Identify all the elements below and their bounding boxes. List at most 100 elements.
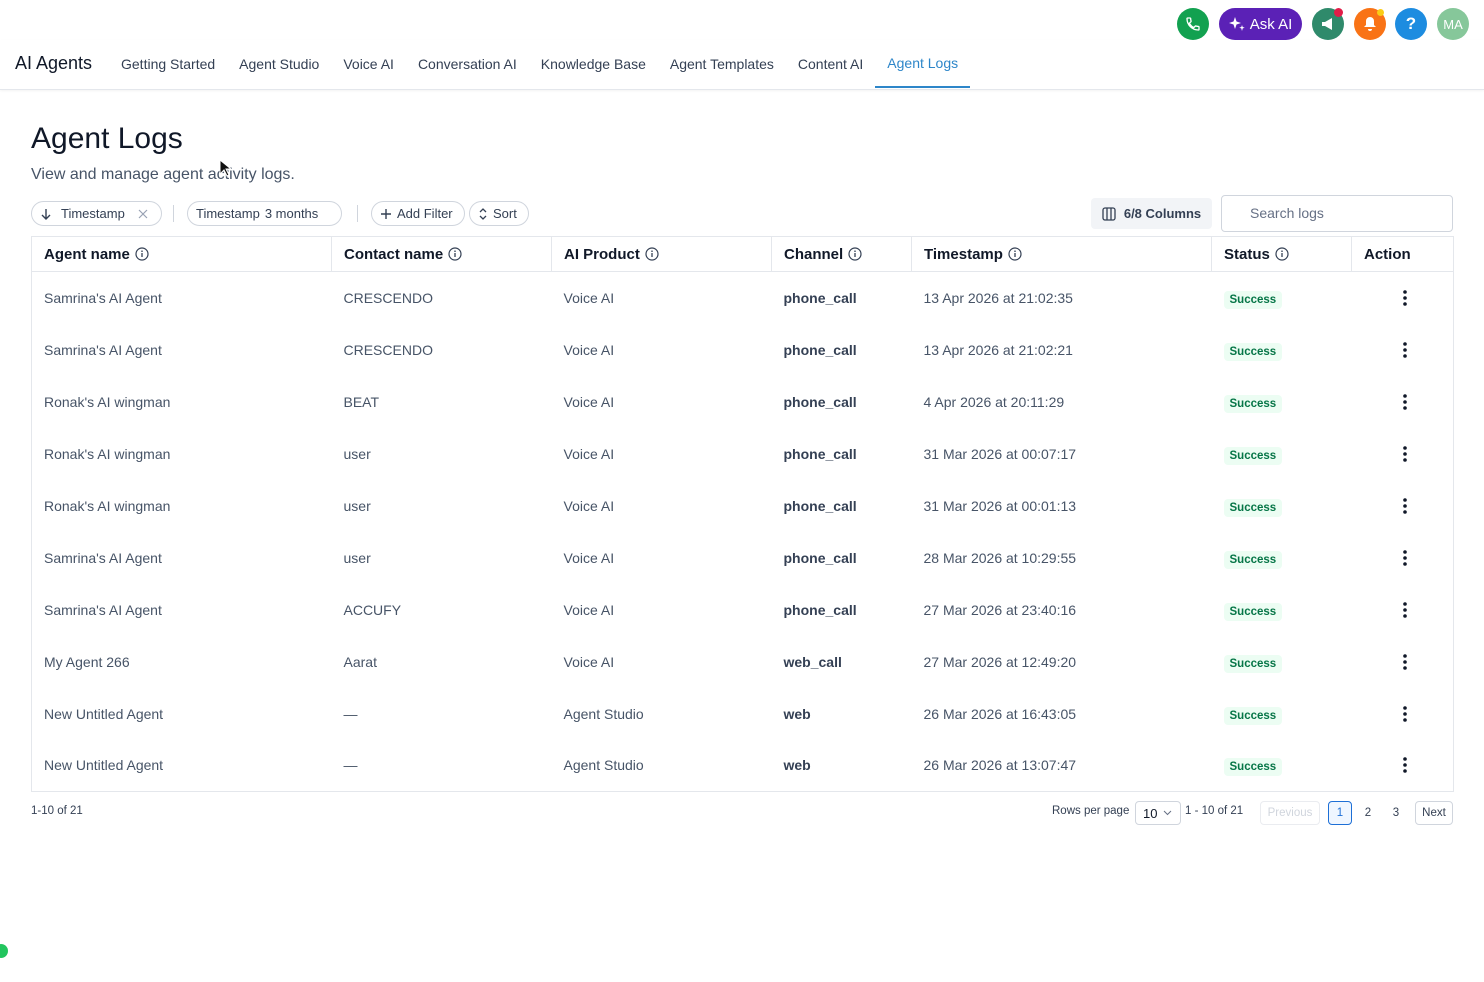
- table-row[interactable]: Ronak's AI wingman user Voice AI phone_call…: [32, 480, 1454, 532]
- table-cell: Success: [1212, 376, 1352, 428]
- table-cell: ACCUFY: [332, 584, 552, 636]
- status-badge: Success: [1223, 290, 1283, 309]
- table-cell: Voice AI: [552, 428, 772, 480]
- nav-tab[interactable]: Agent Studio: [239, 56, 320, 72]
- nav-tab[interactable]: Voice AI: [343, 56, 394, 72]
- arrow-down-icon: [41, 208, 51, 220]
- sort-chip[interactable]: Timestamp: [31, 201, 162, 226]
- nav-bar: AI Agents Getting Started Agent Studio Voi…: [0, 40, 1484, 90]
- filter-chip[interactable]: Timestamp 3 months: [187, 201, 342, 226]
- table-row[interactable]: My Agent 266 Aarat Voice AI web_call 27 Mar …: [32, 636, 1454, 688]
- table-body: Samrina's AI Agent CRESCENDO Voice AI phone…: [32, 272, 1454, 792]
- nav-tab[interactable]: Knowledge Base: [540, 56, 646, 72]
- phone-icon: [1186, 17, 1200, 31]
- sort-button[interactable]: Sort: [469, 201, 529, 226]
- cell-text: Voice AI: [563, 445, 615, 462]
- columns-button[interactable]: 6/8 Columns: [1091, 198, 1212, 229]
- table-row[interactable]: Ronak's AI wingman user Voice AI phone_call…: [32, 428, 1454, 480]
- table-cell: New Untitled Agent: [32, 688, 332, 740]
- nav-tab[interactable]: Agent Logs: [875, 40, 971, 88]
- cell-text: phone_call: [783, 601, 857, 618]
- cell-text: Voice AI: [563, 549, 615, 566]
- nav-tab[interactable]: Content AI: [797, 56, 864, 72]
- table-row[interactable]: New Untitled Agent — Agent Studio web 26 Mar…: [32, 740, 1454, 792]
- previous-button[interactable]: Previous: [1260, 801, 1320, 825]
- cell-text: —: [343, 757, 358, 774]
- more-icon[interactable]: [1402, 393, 1408, 411]
- cell-text: 31 Mar 2026 at 00:07:17: [923, 445, 1077, 462]
- more-icon[interactable]: [1402, 653, 1408, 671]
- action-cell: [1352, 376, 1454, 428]
- table-cell: 13 Apr 2026 at 21:02:35: [912, 272, 1212, 324]
- page-button[interactable]: 2: [1356, 801, 1380, 825]
- page-button[interactable]: 1: [1328, 801, 1352, 825]
- cell-text: Voice AI: [563, 289, 615, 306]
- action-cell: [1352, 584, 1454, 636]
- page-number: 3: [1392, 807, 1400, 819]
- table-cell: —: [332, 740, 552, 792]
- status-badge: Success: [1223, 602, 1283, 621]
- avatar[interactable]: MA: [1437, 8, 1469, 40]
- table-row[interactable]: Samrina's AI Agent user Voice AI phone_call…: [32, 532, 1454, 584]
- more-icon[interactable]: [1402, 549, 1408, 567]
- table-cell: Ronak's AI wingman: [32, 376, 332, 428]
- action-cell: [1352, 532, 1454, 584]
- status-badge: Success: [1223, 758, 1283, 777]
- cell-text: New Untitled Agent: [44, 757, 164, 774]
- table-row[interactable]: New Untitled Agent — Agent Studio web 26 Mar…: [32, 688, 1454, 740]
- divider: [357, 205, 358, 222]
- more-icon[interactable]: [1402, 341, 1408, 359]
- table-cell: CRESCENDO: [332, 272, 552, 324]
- cell-text: CRESCENDO: [343, 341, 433, 358]
- cell-text: web_call: [783, 653, 842, 670]
- table-cell: 31 Mar 2026 at 00:01:13: [912, 480, 1212, 532]
- column-title: Timestamp: [924, 245, 1003, 263]
- more-icon[interactable]: [1402, 756, 1408, 774]
- table-cell: Success: [1212, 584, 1352, 636]
- cell-text: Samrina's AI Agent: [44, 289, 162, 306]
- bell-icon: [1364, 17, 1376, 31]
- more-icon[interactable]: [1402, 601, 1408, 619]
- column-header: AI Product: [551, 236, 772, 272]
- info-icon: [1008, 246, 1022, 261]
- page-button[interactable]: 3: [1384, 801, 1408, 825]
- cell-text: 27 Mar 2026 at 12:49:20: [923, 653, 1077, 670]
- nav-tab[interactable]: Getting Started: [121, 56, 216, 72]
- ask-ai-button[interactable]: Ask AI: [1219, 8, 1302, 40]
- nav-tab[interactable]: Agent Templates: [669, 56, 774, 72]
- range-summary: 1-10 of 21: [31, 805, 83, 817]
- more-icon[interactable]: [1402, 445, 1408, 463]
- table-cell: phone_call: [772, 272, 912, 324]
- next-button[interactable]: Next: [1415, 801, 1453, 825]
- remove-icon[interactable]: [138, 209, 148, 219]
- rows-per-page-select[interactable]: 10: [1135, 801, 1181, 825]
- more-icon[interactable]: [1402, 497, 1408, 515]
- table-cell: Success: [1212, 480, 1352, 532]
- table-row[interactable]: Ronak's AI wingman BEAT Voice AI phone_call…: [32, 376, 1454, 428]
- cell-text: Samrina's AI Agent: [44, 341, 162, 358]
- table-cell: CRESCENDO: [332, 324, 552, 376]
- tab-list: Getting Started Agent Studio Voice AI Conve…: [109, 40, 971, 90]
- column-title: Agent name: [44, 245, 130, 263]
- previous-label: Previous: [1267, 807, 1313, 819]
- more-icon[interactable]: [1402, 705, 1408, 723]
- table-cell: Voice AI: [552, 636, 772, 688]
- more-icon[interactable]: [1402, 289, 1408, 307]
- phone-button[interactable]: [1177, 8, 1209, 40]
- add-filter-label: Add Filter: [397, 206, 453, 221]
- table-cell: 26 Mar 2026 at 13:07:47: [912, 740, 1212, 792]
- cell-text: phone_call: [783, 549, 857, 566]
- help-button[interactable]: ?: [1395, 8, 1427, 40]
- cell-text: Agent Studio: [563, 757, 644, 774]
- table-row[interactable]: Samrina's AI Agent CRESCENDO Voice AI phone…: [32, 272, 1454, 324]
- table-cell: Success: [1212, 428, 1352, 480]
- nav-tab[interactable]: Conversation AI: [417, 56, 517, 72]
- search-input[interactable]: Search logs: [1221, 195, 1453, 232]
- table-row[interactable]: Samrina's AI Agent ACCUFY Voice AI phone_ca…: [32, 584, 1454, 636]
- status-badge: Success: [1223, 498, 1283, 517]
- table-cell: phone_call: [772, 324, 912, 376]
- notification-dot: [1377, 9, 1384, 16]
- cell-text: 13 Apr 2026 at 21:02:35: [923, 289, 1073, 306]
- add-filter-button[interactable]: Add Filter: [371, 201, 465, 226]
- table-row[interactable]: Samrina's AI Agent CRESCENDO Voice AI phone…: [32, 324, 1454, 376]
